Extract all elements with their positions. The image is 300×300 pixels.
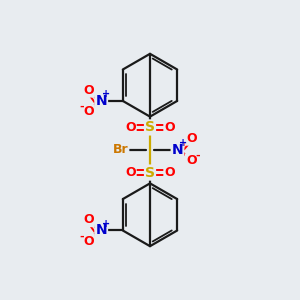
Text: N: N (172, 143, 183, 157)
Text: -: - (196, 151, 200, 161)
Text: O: O (186, 154, 196, 167)
Text: S: S (145, 166, 155, 180)
Text: N: N (95, 224, 107, 238)
Text: -: - (79, 231, 84, 242)
Text: O: O (83, 235, 94, 248)
Text: O: O (125, 166, 136, 179)
Text: O: O (83, 105, 94, 118)
Text: +: + (102, 219, 110, 229)
Text: O: O (125, 121, 136, 134)
Text: +: + (179, 138, 188, 148)
Text: S: S (145, 120, 155, 134)
Text: Br: Br (113, 143, 128, 157)
Text: O: O (164, 121, 175, 134)
Text: O: O (83, 84, 94, 97)
Text: O: O (186, 132, 196, 145)
Text: N: N (95, 94, 107, 108)
Text: -: - (79, 102, 84, 112)
Text: O: O (164, 166, 175, 179)
Text: +: + (102, 89, 110, 99)
Text: O: O (83, 213, 94, 226)
